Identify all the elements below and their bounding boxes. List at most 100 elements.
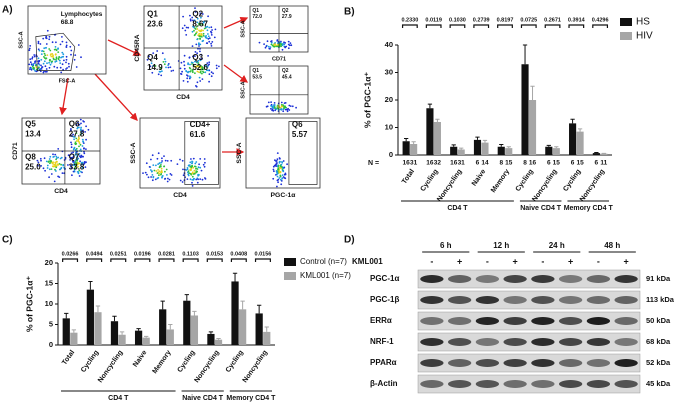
y-axis-label: SSC-A <box>240 20 246 37</box>
event-dot <box>160 74 163 77</box>
event-dot <box>43 60 46 63</box>
gate <box>288 121 318 185</box>
event-dot <box>281 177 284 180</box>
event-dot <box>196 81 199 84</box>
n-label: 14 <box>481 160 489 167</box>
event-dot <box>290 44 293 47</box>
event-dot <box>60 163 62 166</box>
legend-label: HIV <box>636 31 653 42</box>
n-label: 16 <box>529 160 537 167</box>
n-label: 16 <box>450 160 458 167</box>
event-dot <box>73 147 75 150</box>
n-label: 11 <box>600 160 607 167</box>
event-dot <box>78 175 81 177</box>
gate-value: 8.67 <box>192 20 208 29</box>
event-dot <box>185 70 188 73</box>
event-dot <box>30 63 33 66</box>
time-label: 24 h <box>549 241 565 250</box>
n-label: 31 <box>410 160 418 167</box>
bar <box>426 108 434 155</box>
bar <box>214 339 223 345</box>
p-value-bracket <box>86 258 103 262</box>
p-value: 0.1103 <box>182 251 199 257</box>
event-dot <box>65 55 68 58</box>
treatment-sign: + <box>512 256 517 266</box>
event-dot <box>211 29 214 31</box>
event-dot <box>202 34 205 37</box>
event-dot <box>275 165 277 168</box>
blot-band <box>586 338 611 346</box>
group-label: Naive CD4 T <box>520 205 562 212</box>
size-label: 50 kDa <box>646 316 671 325</box>
event-dot <box>55 41 57 44</box>
event-dot <box>164 60 167 63</box>
event-dot <box>77 121 79 124</box>
event-dot <box>61 63 64 66</box>
bar <box>62 318 70 345</box>
bar <box>576 131 584 155</box>
error-bar-line <box>160 300 165 310</box>
event-dot <box>192 166 195 169</box>
x-axis-label: CD4 <box>173 192 187 199</box>
event-dot <box>51 41 54 44</box>
group-label: Memory CD4 T <box>564 205 614 212</box>
event-dot <box>82 155 84 158</box>
event-dot <box>199 50 201 53</box>
event-dot <box>204 177 206 179</box>
blot-band <box>475 359 500 367</box>
event-dot <box>33 55 36 58</box>
event-dot <box>150 158 152 161</box>
event-dot <box>83 152 86 155</box>
event-dot <box>147 176 150 179</box>
event-dot <box>80 128 82 131</box>
event-dot <box>49 63 52 66</box>
event-dot <box>194 162 197 165</box>
event-dot <box>72 133 74 136</box>
error-bar-line <box>208 331 214 334</box>
treatment-label: KML001 <box>352 257 383 266</box>
event-dot <box>54 161 57 164</box>
event-dot <box>63 59 65 62</box>
event-dot <box>194 165 197 168</box>
event-dot <box>263 43 265 45</box>
event-dot <box>208 63 211 66</box>
x-tick-label: Cycling <box>515 168 535 193</box>
y-tick-label: 40 <box>385 40 393 49</box>
event-dot <box>79 156 82 159</box>
event-dot <box>48 38 51 41</box>
event-dot <box>206 29 209 32</box>
event-dot <box>218 65 220 68</box>
event-dot <box>55 166 58 169</box>
event-dot <box>157 169 160 171</box>
event-dot <box>155 164 157 167</box>
event-dot <box>46 62 48 65</box>
event-dot <box>51 53 54 55</box>
event-dot <box>269 46 272 48</box>
n-label: 31 <box>458 160 466 167</box>
event-dot <box>70 141 72 144</box>
event-dot <box>58 56 60 59</box>
y-tick-label: 0 <box>49 340 53 349</box>
event-dot <box>192 157 195 160</box>
blot-band <box>558 338 583 346</box>
error-bar <box>232 272 238 282</box>
event-dot <box>199 70 202 73</box>
event-dot <box>279 178 282 181</box>
error-bar-line <box>522 44 528 65</box>
p-value-bracket <box>182 258 199 262</box>
event-dot <box>57 51 60 53</box>
event-dot <box>38 66 40 69</box>
arrow <box>223 17 249 29</box>
event-dot <box>58 59 61 62</box>
p-value: 0.0281 <box>158 251 175 257</box>
gate-value: 25.0 <box>25 163 41 172</box>
event-dot <box>210 26 213 29</box>
event-dot <box>75 151 78 153</box>
event-dot <box>30 68 33 71</box>
gate-name: Q1 <box>252 68 259 74</box>
event-dot <box>288 104 291 107</box>
event-dot <box>152 52 155 54</box>
event-dot <box>39 43 42 45</box>
event-dot <box>43 52 46 55</box>
